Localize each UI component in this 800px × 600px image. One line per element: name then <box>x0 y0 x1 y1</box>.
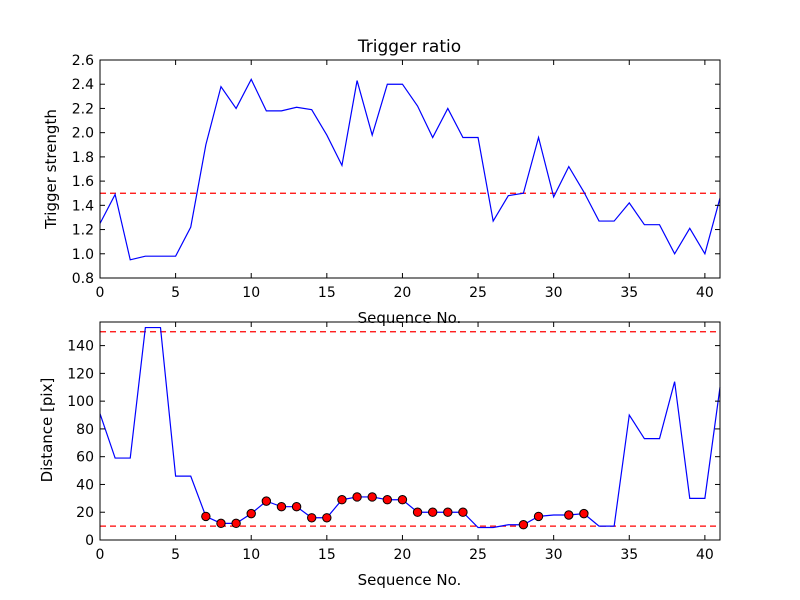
top-y-tick-label: 1.0 <box>72 247 94 263</box>
top-x-tick-label: 0 <box>96 285 105 301</box>
top-x-tick-label: 15 <box>318 285 336 301</box>
bottom-x-tick-label: 30 <box>545 547 563 563</box>
top-y-tick-label: 2.6 <box>72 53 94 69</box>
bottom-data-point-marker <box>382 495 393 505</box>
top-x-tick-label: 40 <box>696 285 714 301</box>
top-axis-ticks: 0 5 10 15 20 25 30 35 40 0.8 1.0 1.2 1.4 1.6 1.8 2.0 2.2… <box>72 53 720 301</box>
bottom-y-tick-label: 20 <box>76 505 94 521</box>
bottom-data-point-marker <box>533 511 544 522</box>
top-x-tick-label: 10 <box>242 285 260 301</box>
bottom-data-point-marker <box>216 518 226 529</box>
top-x-tick-label: 5 <box>171 285 180 301</box>
top-x-tick-label: 30 <box>545 285 563 301</box>
bottom-x-tick-label: 40 <box>696 547 714 563</box>
bottom-chart-marks <box>99 326 721 530</box>
bottom-y-tick-label: 120 <box>67 366 94 382</box>
bottom-data-point-marker <box>276 501 287 512</box>
bottom-axis-ticks: 0 5 10 15 20 25 30 35 40 0 20 40 60 80 100 120 140 <box>67 322 720 563</box>
bottom-y-tick-label: 60 <box>76 450 94 466</box>
bottom-data-point-marker <box>367 492 377 502</box>
bottom-x-axis-label: Sequence No. <box>358 571 462 589</box>
bottom-plot-frame <box>99 321 721 541</box>
bottom-y-axis-label: Distance [pix] <box>38 378 56 483</box>
top-y-tick-label: 1.4 <box>72 198 94 214</box>
bottom-data-point-marker <box>307 513 317 523</box>
top-x-tick-label: 35 <box>620 285 638 301</box>
top-x-tick-label: 25 <box>469 285 487 301</box>
top-x-axis-label: Sequence No. <box>358 309 462 327</box>
bottom-data-point-marker <box>458 507 468 517</box>
bottom-data-point-marker <box>518 520 529 530</box>
bottom-x-tick-label: 25 <box>469 547 487 563</box>
top-series-line <box>99 78 721 261</box>
top-y-tick-label: 2.4 <box>72 77 94 93</box>
top-y-tick-label: 0.8 <box>72 271 94 287</box>
top-y-tick-label: 1.6 <box>72 174 94 190</box>
bottom-x-tick-label: 15 <box>318 547 336 563</box>
bottom-data-point-marker <box>231 518 241 529</box>
top-y-tick-label: 1.2 <box>72 223 94 239</box>
bottom-x-tick-label: 5 <box>171 547 180 563</box>
distance-panel: 0 5 10 15 20 25 30 35 40 0 20 40 60 80 100 120 140 Seque… <box>38 321 721 589</box>
top-y-axis-label: Trigger strength <box>42 109 60 230</box>
bottom-x-tick-label: 10 <box>242 547 260 563</box>
bottom-data-point-marker <box>246 508 256 519</box>
bottom-y-tick-label: 140 <box>67 339 94 355</box>
bottom-data-point-marker <box>322 513 332 523</box>
bottom-series-line <box>99 326 721 529</box>
bottom-y-tick-label: 40 <box>76 477 94 493</box>
bottom-data-point-marker <box>427 507 438 517</box>
top-chart-title: Trigger ratio <box>357 37 461 57</box>
top-y-tick-label: 1.8 <box>72 150 94 166</box>
bottom-y-tick-label: 0 <box>85 533 94 549</box>
top-y-tick-label: 2.0 <box>72 126 94 142</box>
bottom-data-point-marker <box>291 501 302 512</box>
bottom-x-tick-label: 35 <box>620 547 638 563</box>
bottom-data-point-marker <box>579 508 589 519</box>
bottom-data-point-marker <box>397 495 408 505</box>
top-plot-frame <box>99 59 721 279</box>
bottom-data-point-marker <box>201 511 211 522</box>
bottom-y-tick-label: 100 <box>67 394 94 410</box>
bottom-y-tick-label: 80 <box>76 422 94 438</box>
top-chart-marks <box>99 78 721 261</box>
trigger-ratio-panel: Trigger ratio 0 5 10 15 20 25 30 35 40 0.8 1.0 1.2 1… <box>42 37 721 327</box>
bottom-x-tick-label: 20 <box>394 547 412 563</box>
top-x-tick-label: 20 <box>394 285 412 301</box>
bottom-data-point-marker <box>443 507 453 517</box>
bottom-data-point-marker <box>564 510 574 520</box>
bottom-data-point-marker <box>261 496 272 506</box>
top-y-tick-label: 2.2 <box>72 101 94 117</box>
bottom-data-point-marker <box>352 492 362 502</box>
bottom-data-point-marker <box>412 507 423 517</box>
bottom-data-point-marker <box>337 495 347 505</box>
bottom-x-tick-label: 0 <box>96 547 105 563</box>
